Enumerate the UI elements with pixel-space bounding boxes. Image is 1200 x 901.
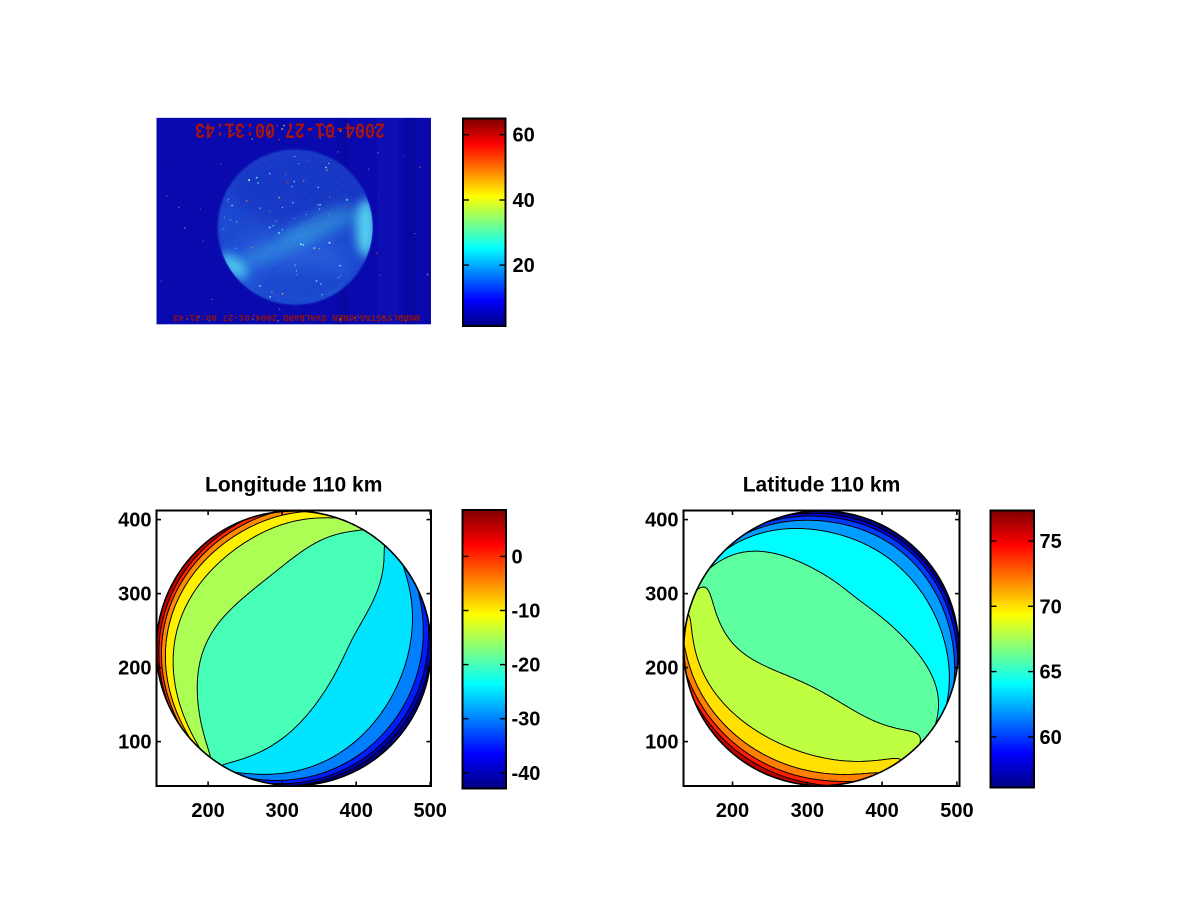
svg-text:60: 60 xyxy=(513,125,535,147)
svg-text:400: 400 xyxy=(865,800,898,822)
svg-text:N0RDLYS5TASJ0NEN SVALBARD 2004: N0RDLYS5TASJ0NEN SVALBARD 2004-01-27 00:… xyxy=(173,312,420,323)
svg-text:400: 400 xyxy=(645,510,678,532)
svg-text:-40: -40 xyxy=(512,763,541,785)
svg-text:75: 75 xyxy=(1040,531,1062,553)
svg-text:0: 0 xyxy=(512,546,523,568)
svg-text:500: 500 xyxy=(414,800,447,822)
svg-text:-20: -20 xyxy=(512,655,541,677)
svg-text:200: 200 xyxy=(191,800,224,822)
svg-text:300: 300 xyxy=(118,584,151,606)
svg-text:400: 400 xyxy=(340,800,373,822)
svg-text:300: 300 xyxy=(791,800,824,822)
svg-text:300: 300 xyxy=(265,800,298,822)
svg-text:200: 200 xyxy=(645,658,678,680)
svg-text:300: 300 xyxy=(645,584,678,606)
svg-text:200: 200 xyxy=(716,800,749,822)
svg-text:40: 40 xyxy=(513,190,535,212)
svg-text:400: 400 xyxy=(118,510,151,532)
svg-text:65: 65 xyxy=(1040,662,1062,684)
svg-text:60: 60 xyxy=(1040,727,1062,749)
svg-text:Latitude 110 km: Latitude 110 km xyxy=(743,474,901,497)
svg-text:500: 500 xyxy=(940,800,973,822)
svg-text:-10: -10 xyxy=(512,601,541,623)
svg-text:-30: -30 xyxy=(512,709,541,731)
svg-text:100: 100 xyxy=(645,732,678,754)
svg-text:200: 200 xyxy=(118,658,151,680)
svg-text:2004-01-27 00:31:43: 2004-01-27 00:31:43 xyxy=(195,116,385,141)
svg-text:Longitude 110 km: Longitude 110 km xyxy=(205,474,382,497)
svg-text:70: 70 xyxy=(1040,596,1062,618)
svg-text:100: 100 xyxy=(118,732,151,754)
svg-text:20: 20 xyxy=(513,255,535,277)
